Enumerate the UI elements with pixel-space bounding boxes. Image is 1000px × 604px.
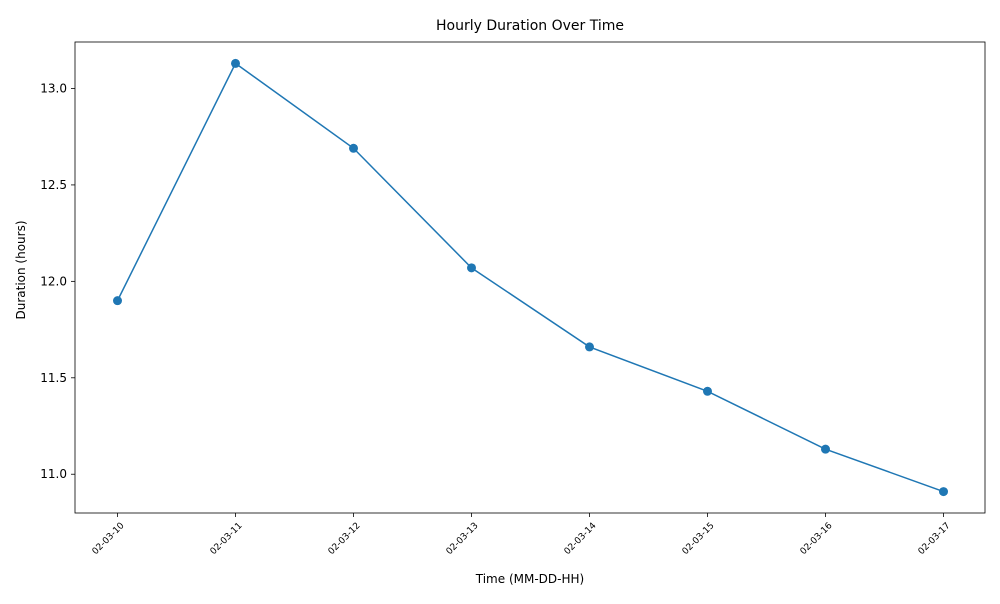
x-tick-label: 02-03-14 — [563, 521, 599, 557]
data-point — [939, 487, 948, 497]
data-point — [113, 296, 122, 306]
x-tick-label: 02-03-15 — [681, 521, 717, 557]
x-tick-label: 02-03-13 — [445, 521, 481, 557]
chart-title: Hourly Duration Over Time — [436, 18, 624, 34]
data-point — [821, 444, 830, 454]
y-axis-ticks: 11.0 11.5 12.0 12.5 13.0 — [40, 81, 75, 481]
data-point — [703, 386, 712, 396]
series-markers — [113, 58, 948, 497]
x-tick-label: 02-03-11 — [209, 521, 245, 557]
data-point — [231, 58, 240, 68]
plot-area — [74, 41, 986, 514]
x-tick-label: 02-03-12 — [327, 521, 363, 557]
x-tick-label: 02-03-17 — [917, 521, 953, 557]
x-axis-ticks: 02-03-10 02-03-11 02-03-12 02-03-13 02-03-14… — [91, 513, 953, 557]
y-tick-label: 13.0 — [40, 81, 67, 95]
data-point — [585, 342, 594, 352]
x-tick-label: 02-03-10 — [91, 521, 127, 557]
y-axis-label: Duration (hours) — [14, 220, 28, 319]
y-tick-label: 12.0 — [40, 274, 67, 288]
data-point — [349, 143, 358, 153]
x-tick-label: 02-03-16 — [799, 521, 835, 557]
x-axis-label: Time (MM-DD-HH) — [475, 572, 584, 586]
y-tick-label: 11.0 — [40, 467, 67, 481]
y-tick-label: 12.5 — [40, 178, 67, 192]
series-line — [116, 62, 944, 493]
data-point — [467, 263, 476, 273]
y-tick-label: 11.5 — [40, 371, 67, 385]
